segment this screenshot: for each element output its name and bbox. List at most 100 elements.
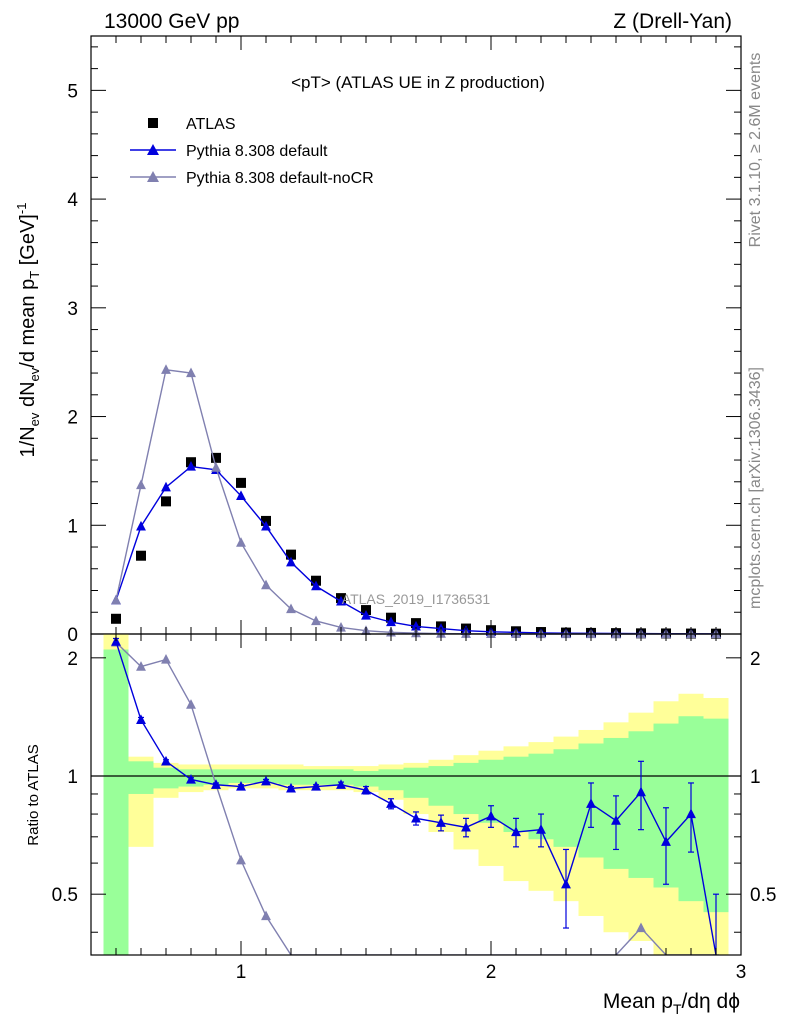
atlas-point-2 <box>161 496 171 507</box>
legend-marker-default <box>147 144 159 155</box>
ratio-1-point-2 <box>161 654 171 664</box>
watermark: ATLAS_2019_I1736531 <box>342 591 491 607</box>
x-tick-label-2: 2 <box>486 962 497 983</box>
lower-axes: 1 2 3 0.5 0.5 1 1 2 2 <box>52 633 776 983</box>
band-green-12 <box>403 767 429 798</box>
series-1-point-3 <box>186 461 196 471</box>
series-1-point-7 <box>286 556 296 567</box>
band-green-8 <box>303 769 329 785</box>
atlas-point-7 <box>286 549 296 560</box>
lower-panel: 1 2 3 0.5 0.5 1 1 2 2 <box>52 633 776 983</box>
series-2-point-1 <box>136 479 146 490</box>
band-green-0 <box>103 649 129 955</box>
ratio-0-point-10 <box>361 784 371 795</box>
band-green-13 <box>428 766 454 806</box>
ratio-y-tick-label-0.5: 0.5 <box>52 885 78 906</box>
series-1-point-1 <box>136 520 146 531</box>
ratio-0-point-13 <box>436 817 446 827</box>
legend: ATLAS Pythia 8.308 default Pythia 8.308 … <box>130 116 374 187</box>
ratio-0-point-4 <box>211 779 221 789</box>
ratio-1-point-6 <box>261 910 271 921</box>
y-axis-label-lower: Ratio to ATLAS <box>25 744 42 845</box>
ratio-y-tick-label-right-2: 2 <box>750 649 761 670</box>
ratio-y-tick-label-2: 2 <box>67 649 78 670</box>
series-2-point-4 <box>211 462 221 472</box>
y-axis-label-upper: 1/Nev dNev/d mean pT [GeV]-1 <box>14 203 42 458</box>
ratio-0-point-15 <box>486 810 496 821</box>
ratio-0-point-16 <box>511 826 521 837</box>
ratio-y-tick-label-1: 1 <box>67 767 78 788</box>
y-tick-label-1: 1 <box>67 516 78 537</box>
ratio-0-point-9 <box>336 779 346 789</box>
x-tick-label-3: 3 <box>736 962 747 983</box>
ratio-0-point-6 <box>261 775 271 786</box>
ratio-0-point-17 <box>536 824 546 834</box>
band-green-9 <box>328 769 354 785</box>
ratio-0-point-18 <box>561 878 571 889</box>
series-1-point-10 <box>361 610 371 620</box>
ratio-bands <box>91 634 741 955</box>
plot-title: <pT> (ATLAS UE in Z production) <box>291 73 545 92</box>
series-1-point-9 <box>336 595 346 606</box>
ratio-0-point-14 <box>461 821 471 832</box>
ratio-1-point-21 <box>636 922 646 933</box>
series-1-point-12 <box>411 620 421 631</box>
ratio-1-point-3 <box>186 699 196 709</box>
ratio-1-point-5 <box>236 854 246 865</box>
ratio-0-point-11 <box>386 798 396 808</box>
atlas-point-0 <box>111 613 121 624</box>
ratio-0-point-1 <box>136 714 146 724</box>
ratio-0-point-12 <box>411 812 421 823</box>
ratio-0-point-20 <box>611 815 621 825</box>
band-green-4 <box>203 769 229 785</box>
series-1-point-11 <box>386 616 396 627</box>
series-2-point-3 <box>186 367 196 378</box>
y-tick-label-5: 5 <box>67 81 78 102</box>
legend-label-atlas: ATLAS <box>186 116 236 133</box>
x-axis-label: Mean pT/dη dϕ <box>603 990 740 1017</box>
series-2-point-0 <box>111 594 121 605</box>
header-left: 13000 GeV pp <box>104 10 239 33</box>
legend-label-nocr: Pythia 8.308 default-noCR <box>186 170 374 187</box>
ratio-0-point-2 <box>161 755 171 766</box>
series-1-point-5 <box>236 490 246 501</box>
band-green-11 <box>378 769 404 791</box>
legend-label-default: Pythia 8.308 default <box>186 143 328 160</box>
legend-marker-atlas <box>148 118 158 128</box>
ratio-0-point-3 <box>186 773 196 784</box>
series-1-point-2 <box>161 481 171 492</box>
ratio-0-point-23 <box>686 808 696 819</box>
series-2-point-2 <box>161 364 171 374</box>
ratio-0-point-8 <box>311 781 321 791</box>
band-green-2 <box>153 767 179 789</box>
series-1-point-6 <box>261 520 271 531</box>
band-green-18 <box>553 749 579 847</box>
lower-series-layer <box>111 636 719 955</box>
y-tick-label-0: 0 <box>67 625 78 646</box>
ratio-0-point-7 <box>286 782 296 793</box>
series-2-point-9 <box>336 621 346 632</box>
legend-marker-nocr <box>147 171 159 182</box>
atlas-point-4 <box>211 452 221 463</box>
series-2-point-5 <box>236 537 246 547</box>
ratio-1-point-1 <box>136 661 146 671</box>
series-2-point-7 <box>286 603 296 614</box>
band-green-1 <box>128 761 154 794</box>
series-2-point-6 <box>261 579 271 590</box>
series-line-1 <box>115 465 717 635</box>
upper-axes: 0 1 2 3 4 5 <box>67 35 742 646</box>
ratio-0-point-5 <box>236 781 246 791</box>
band-green-24 <box>703 718 729 913</box>
ratio-y-tick-label-right-1: 1 <box>750 767 761 788</box>
series-1-point-8 <box>311 580 321 591</box>
header-right: Z (Drell-Yan) <box>613 10 732 33</box>
atlas-point-5 <box>236 477 246 488</box>
series-2-point-8 <box>311 615 321 626</box>
y-tick-label-4: 4 <box>67 190 78 211</box>
y-tick-label-2: 2 <box>67 408 78 429</box>
x-tick-label-1: 1 <box>236 962 247 983</box>
ratio-y-tick-label-right-0.5: 0.5 <box>750 885 776 906</box>
band-green-14 <box>453 762 479 815</box>
mcplots-label: mcplots.cern.ch [arXiv:1306.3436] <box>747 367 764 609</box>
